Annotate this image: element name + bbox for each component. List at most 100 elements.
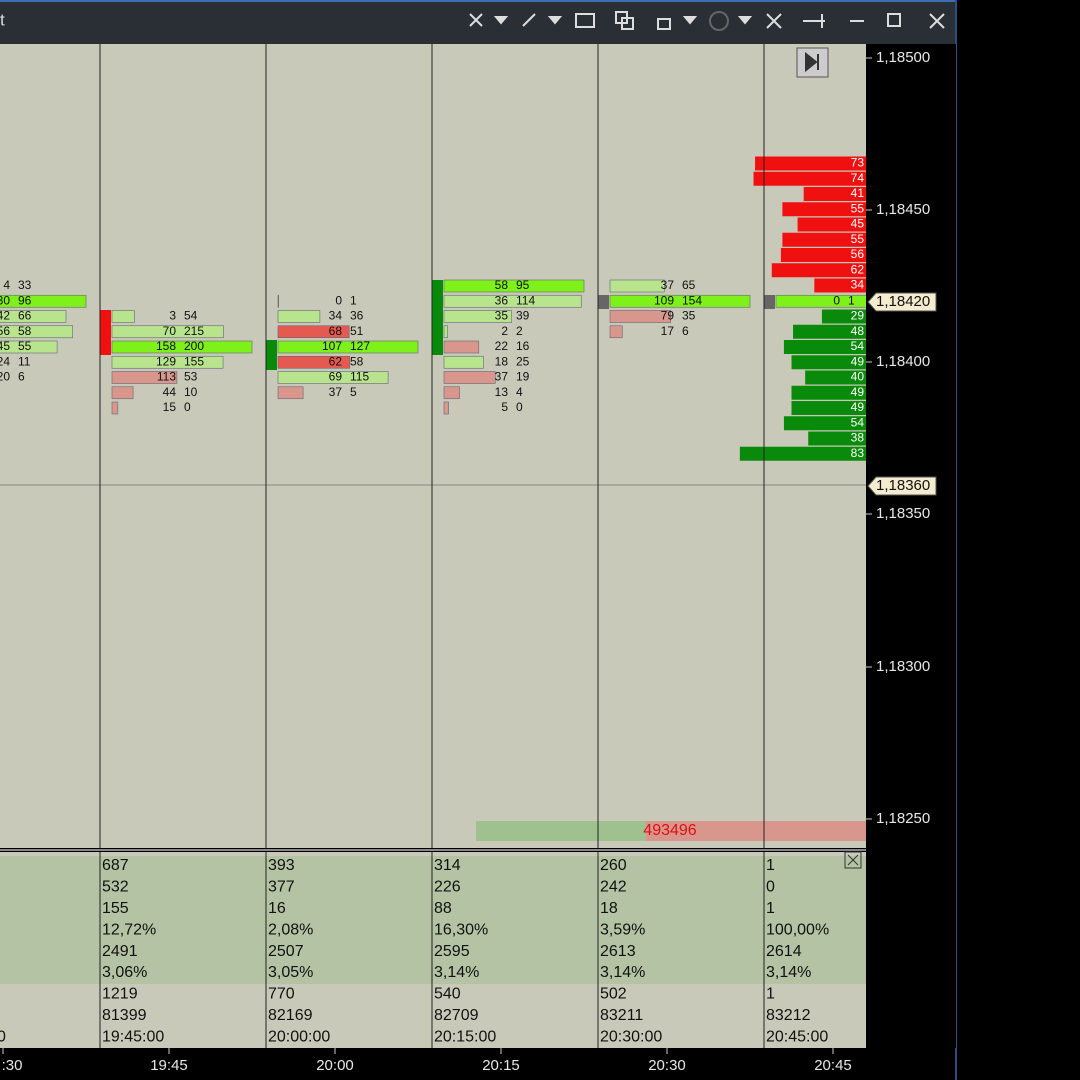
ask-volume: 53	[184, 370, 198, 384]
time-label: 20:30	[648, 1057, 686, 1074]
stat-value: 100,00%	[766, 921, 829, 938]
footprint-bar	[443, 310, 513, 323]
ask-depth-label: 34	[851, 278, 865, 292]
copy-icon[interactable]	[621, 17, 634, 30]
ask-depth-label: 41	[851, 186, 865, 200]
price-marker-label: 1,18420	[876, 293, 930, 310]
footprint-bar	[0, 310, 67, 323]
ask-volume: 0	[516, 400, 523, 414]
stat-value: 502	[600, 986, 627, 1003]
tools-icon[interactable]	[766, 13, 782, 29]
bid-volume: 158	[156, 339, 176, 353]
bid-depth-label: 49	[851, 400, 865, 414]
stat-value: 20:15:00	[434, 1028, 496, 1045]
stat-value: 393	[268, 857, 295, 874]
ask-volume: 19	[516, 370, 530, 384]
bid-volume: 34	[329, 309, 343, 323]
stat-value: 3,06%	[102, 964, 147, 981]
stat-value: 19:45:00	[102, 1028, 164, 1045]
ask-depth-bar	[803, 187, 866, 201]
stat-value: 81399	[102, 1007, 147, 1024]
ask-volume: 4	[516, 385, 523, 399]
price-label: 1,18350	[876, 505, 930, 522]
bid-depth-bar	[791, 385, 866, 400]
chart-area	[0, 44, 866, 848]
ask-volume: 2	[516, 324, 523, 338]
ask-volume: 35	[682, 309, 696, 323]
ask-volume: 95	[516, 278, 530, 292]
bid-volume: 56	[0, 324, 10, 338]
camera-icon[interactable]	[575, 13, 595, 28]
volume-buy-part	[476, 821, 646, 841]
close-button[interactable]	[929, 13, 945, 29]
dropdown[interactable]	[547, 16, 563, 25]
toolbar-icons[interactable]	[469, 11, 945, 31]
footprint-bar	[111, 386, 134, 400]
stat-value: 242	[600, 879, 627, 896]
stat-value: 0	[0, 1028, 6, 1045]
stat-value: 3,05%	[268, 964, 313, 981]
bid-depth-bar	[791, 355, 866, 370]
candle-body	[598, 295, 609, 309]
ask-depth-bar	[814, 278, 866, 293]
price-marker-label: 1,18360	[876, 477, 930, 494]
footprint-bar	[0, 340, 58, 354]
footprint-bar	[443, 355, 484, 369]
color-icon[interactable]	[709, 11, 729, 31]
ask-depth-bar	[753, 171, 866, 186]
footprint-bar	[0, 325, 73, 339]
bid-volume: 37	[661, 278, 675, 292]
footprint-bar	[277, 325, 350, 339]
ask-volume: 1	[848, 293, 855, 307]
stat-value: 0	[766, 879, 775, 896]
ask-depth-label: 73	[851, 156, 865, 170]
price-axis	[866, 44, 956, 1048]
bid-volume: 0	[335, 293, 342, 307]
panel-close[interactable]	[844, 851, 862, 869]
candle-body	[266, 340, 277, 370]
stat-value: 1	[766, 857, 775, 874]
ask-volume: 51	[350, 324, 364, 338]
stat-value: 532	[102, 879, 129, 896]
footprint-bar	[0, 294, 87, 308]
candle-body	[432, 280, 443, 355]
lock-icon[interactable]	[657, 18, 671, 30]
dropdown[interactable]	[737, 16, 753, 25]
crosshair-icon[interactable]	[469, 13, 483, 27]
link-icon[interactable]	[522, 13, 536, 27]
ask-volume: 66	[18, 309, 32, 323]
stat-value: 18	[600, 900, 618, 917]
price-label: 1,18500	[876, 49, 930, 66]
bid-volume: 36	[495, 293, 509, 307]
time-label: :30	[2, 1057, 23, 1074]
stat-value: 3,14%	[600, 964, 645, 981]
stat-value: 260	[600, 857, 627, 874]
time-axis	[0, 1048, 866, 1080]
dropdown[interactable]	[493, 16, 509, 25]
ask-depth-bar	[780, 248, 866, 262]
dropdown[interactable]	[682, 16, 698, 25]
bid-volume: 68	[329, 324, 343, 338]
ask-volume: 96	[18, 293, 32, 307]
bid-volume: 45	[0, 339, 10, 353]
footprint-bar	[111, 371, 178, 384]
footprint-bar	[277, 371, 389, 384]
ask-volume: 55	[18, 339, 32, 353]
stats-highlight	[0, 856, 866, 984]
ask-volume: 5	[350, 385, 357, 399]
window-title: t	[0, 10, 5, 29]
bid-depth-label: 49	[851, 385, 865, 399]
ask-volume: 155	[184, 354, 204, 368]
stat-value: 2595	[434, 943, 470, 960]
ask-volume: 58	[350, 354, 364, 368]
time-label: 19:45	[150, 1057, 188, 1074]
footprint-bar	[277, 355, 351, 369]
pin-icon[interactable]	[803, 14, 825, 28]
bid-volume: 37	[495, 370, 509, 384]
ask-volume: 16	[516, 339, 530, 353]
footprint-bar	[277, 294, 279, 308]
bid-volume: 13	[495, 385, 509, 399]
ask-depth-bar	[782, 202, 866, 217]
restore-button[interactable]	[887, 13, 901, 27]
bid-volume: 58	[495, 278, 509, 292]
